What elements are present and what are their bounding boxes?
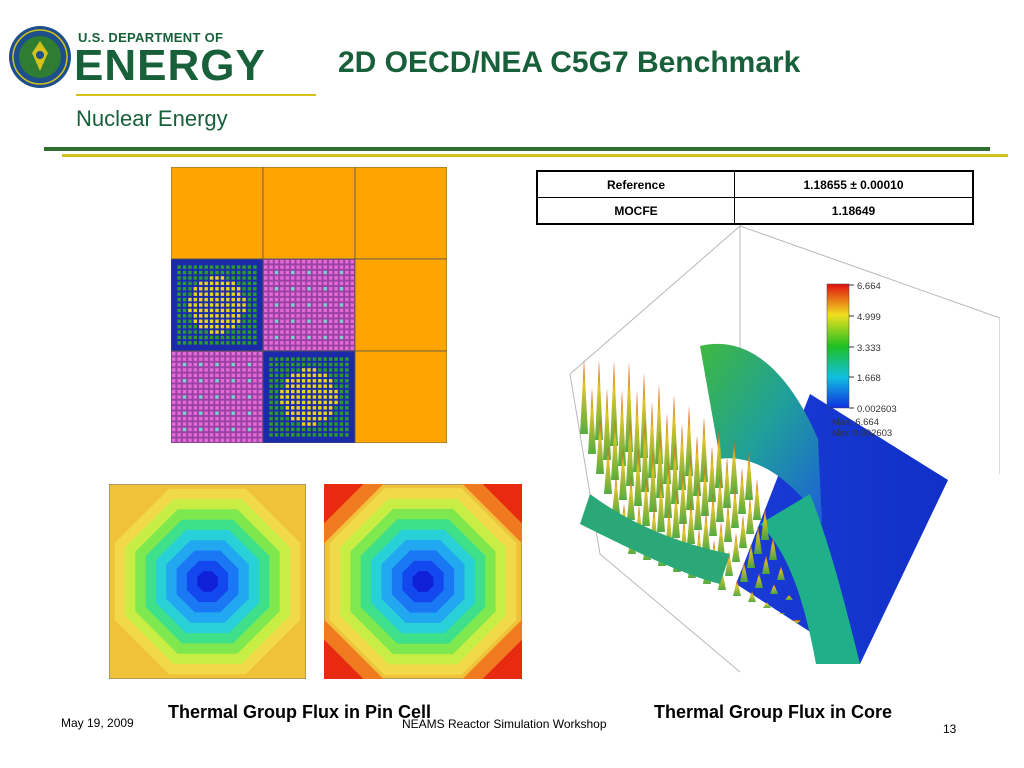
header-rule-green — [44, 147, 990, 151]
reflector-assembly — [262, 167, 356, 260]
colorbar-min-label: Min: 0.002603 — [832, 428, 892, 439]
colorbar-tick-label: 0.002603 — [857, 404, 897, 415]
pin-cell-flux-plot-1 — [109, 484, 306, 679]
core-geometry-map — [171, 167, 447, 443]
logo-divider — [76, 94, 316, 96]
method-cell: Reference — [536, 170, 735, 198]
colorbar-tick-label: 6.664 — [857, 281, 881, 292]
reflector-assembly — [171, 167, 264, 260]
reflector-assembly — [354, 350, 447, 443]
slide-title: 2D OECD/NEA C5G7 Benchmark — [338, 46, 801, 79]
keff-cell: 1.18649 — [734, 197, 974, 225]
flux-surface-spikes — [580, 359, 801, 624]
office-name: Nuclear Energy — [76, 106, 228, 131]
colorbar-ticks — [849, 284, 854, 409]
table-row: MOCFE 1.18649 — [536, 197, 974, 225]
method-cell: MOCFE — [536, 197, 735, 225]
core-flux-3d-plot: 6.664 4.999 3.333 1.668 0.002603 Max: 6.… — [569, 225, 1000, 673]
colorbar-tick-label: 4.999 — [857, 312, 881, 323]
footer-event: NEAMS Reactor Simulation Workshop — [402, 717, 607, 731]
keff-cell: 1.18655 ± 0.00010 — [734, 170, 974, 198]
reflector-assembly — [354, 167, 447, 260]
colorbar-max-label: Max: 6.664 — [832, 417, 879, 428]
eigenvalue-table: Reference 1.18655 ± 0.00010 MOCFE 1.1864… — [536, 170, 974, 225]
header-rule-gold — [62, 154, 1008, 157]
colorbar-tick-label: 3.333 — [857, 343, 881, 354]
table-row: Reference 1.18655 ± 0.00010 — [536, 170, 974, 198]
doe-seal-icon — [9, 26, 71, 88]
page-number: 13 — [943, 722, 957, 736]
flux-surface-wall — [700, 343, 822, 524]
pin-cell-flux-plot-2 — [324, 484, 522, 679]
footer-date: May 19, 2009 — [61, 716, 134, 730]
colorbar — [826, 283, 850, 409]
pin-cell-caption: Thermal Group Flux in Pin Cell — [168, 702, 432, 722]
agency-line: U.S. DEPARTMENT OF — [78, 30, 224, 45]
core-caption: Thermal Group Flux in Core — [654, 702, 893, 722]
reflector-assembly — [354, 258, 447, 352]
agency-wordmark: ENERGY — [74, 41, 266, 90]
colorbar-tick-label: 1.668 — [857, 373, 881, 384]
